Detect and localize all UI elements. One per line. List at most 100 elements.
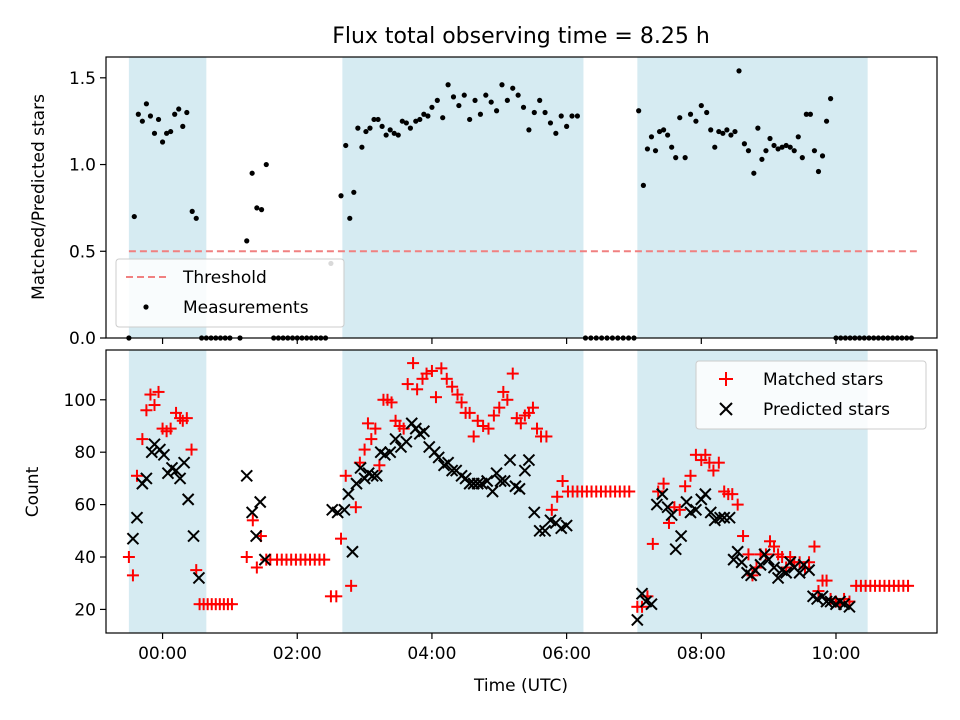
matched-star-point xyxy=(540,430,553,443)
x-axis-label: Time (UTC) xyxy=(473,676,568,696)
measurement-point xyxy=(553,130,559,136)
predicted-star-point xyxy=(417,425,431,438)
matched-star-point xyxy=(556,475,569,488)
measurement-point xyxy=(440,115,446,121)
measurement-point xyxy=(488,99,494,105)
measurement-point xyxy=(258,207,265,213)
measurement-point xyxy=(434,97,440,103)
matched-star-point xyxy=(497,385,510,398)
measurement-point xyxy=(807,111,813,117)
measurement-point xyxy=(450,94,457,100)
measurement-point xyxy=(652,148,659,154)
matched-star-point xyxy=(185,443,198,456)
matched-star-point xyxy=(726,488,739,501)
measurement-point xyxy=(767,135,773,142)
predicted-star-point xyxy=(338,503,351,517)
measurement-point xyxy=(347,215,353,221)
measurement-point xyxy=(542,109,548,116)
legend-matched-swatch xyxy=(719,372,733,386)
predicted-star-point xyxy=(181,493,195,506)
predicted-star-point xyxy=(258,553,272,566)
matched-star-point xyxy=(731,498,744,511)
matched-star-point xyxy=(446,380,459,393)
predicted-star-point xyxy=(254,495,267,509)
measurement-point xyxy=(413,118,419,124)
matched-star-point xyxy=(164,422,177,435)
measurement-point xyxy=(537,97,543,103)
matched-star-point xyxy=(401,378,414,391)
measurement-point xyxy=(189,208,195,214)
measurement-point xyxy=(712,144,718,150)
matched-star-point xyxy=(463,406,476,419)
measurement-point xyxy=(483,92,489,98)
predicted-star-point xyxy=(518,464,532,477)
predicted-star-point xyxy=(680,495,693,509)
predicted-star-point xyxy=(538,524,552,538)
matched-star-point xyxy=(358,443,371,456)
y-tick-label: 1.0 xyxy=(69,156,96,176)
measurement-point xyxy=(531,109,537,116)
predicted-star-point xyxy=(843,600,856,614)
predicted-star-point xyxy=(494,474,507,488)
measurement-point xyxy=(515,92,521,98)
measurement-point xyxy=(477,111,484,117)
matched-star-point xyxy=(225,598,238,611)
measurement-point xyxy=(648,134,655,140)
predicted-star-point xyxy=(245,506,259,519)
chart-title: Flux total observing time = 8.25 h xyxy=(332,24,710,49)
predicted-star-point xyxy=(727,553,740,566)
y-tick-label: 100 xyxy=(64,391,96,411)
matched-star-point xyxy=(130,469,143,482)
matched-star-point xyxy=(369,422,382,435)
measurement-point xyxy=(724,127,730,133)
predicted-star-point xyxy=(635,587,649,600)
measurement-point xyxy=(736,68,742,74)
matched-star-point xyxy=(902,579,915,592)
y-tick-label: 40 xyxy=(74,548,96,568)
measurement-point xyxy=(131,213,137,220)
matched-star-point xyxy=(152,385,165,398)
measurement-point xyxy=(660,127,667,133)
x-tick-label: 10:00 xyxy=(811,644,860,664)
predicted-star-point xyxy=(130,511,144,524)
predicted-star-point xyxy=(674,529,688,543)
predicted-star-point xyxy=(704,506,717,519)
measurement-points xyxy=(126,68,915,341)
measurement-point xyxy=(429,104,435,110)
predicted-star-point xyxy=(771,571,785,585)
measurement-point xyxy=(547,120,554,126)
predicted-star-point xyxy=(665,508,678,522)
predicted-star-point xyxy=(528,506,541,519)
measurement-point xyxy=(375,116,381,123)
matched-star-point xyxy=(808,540,821,553)
matched-star-point xyxy=(679,480,692,493)
matched-star-point xyxy=(451,388,464,401)
measurement-point xyxy=(526,127,532,133)
matched-star-point xyxy=(545,503,558,516)
measurement-point xyxy=(823,118,830,124)
predicted-star-point xyxy=(432,451,445,464)
measurement-point xyxy=(698,102,704,109)
measurement-point xyxy=(569,113,575,119)
measurement-point xyxy=(399,118,405,124)
matched-star-point xyxy=(477,419,490,432)
measurement-point xyxy=(763,148,769,154)
predicted-star-point xyxy=(723,511,736,524)
predicted-star-point xyxy=(731,545,744,558)
x-tick-label: 00:00 xyxy=(138,644,187,664)
predicted-star-point xyxy=(767,561,781,574)
observing-band-2 xyxy=(342,57,584,338)
predicted-star-point xyxy=(793,566,806,579)
matched-star-point xyxy=(652,485,665,498)
matched-star-point xyxy=(467,430,480,443)
matched-star-point xyxy=(140,404,153,417)
predicted-star-point xyxy=(192,571,206,585)
measurement-point xyxy=(673,155,679,161)
counts-y-ticks: 20 40 60 80 100 xyxy=(64,391,106,620)
matched-star-point xyxy=(349,501,362,514)
y-tick-label: 60 xyxy=(74,496,96,516)
counts-y-axis-label: Count xyxy=(23,466,43,517)
matched-star-point xyxy=(551,490,564,503)
measurement-point xyxy=(184,109,190,116)
matched-star-point xyxy=(526,401,539,414)
